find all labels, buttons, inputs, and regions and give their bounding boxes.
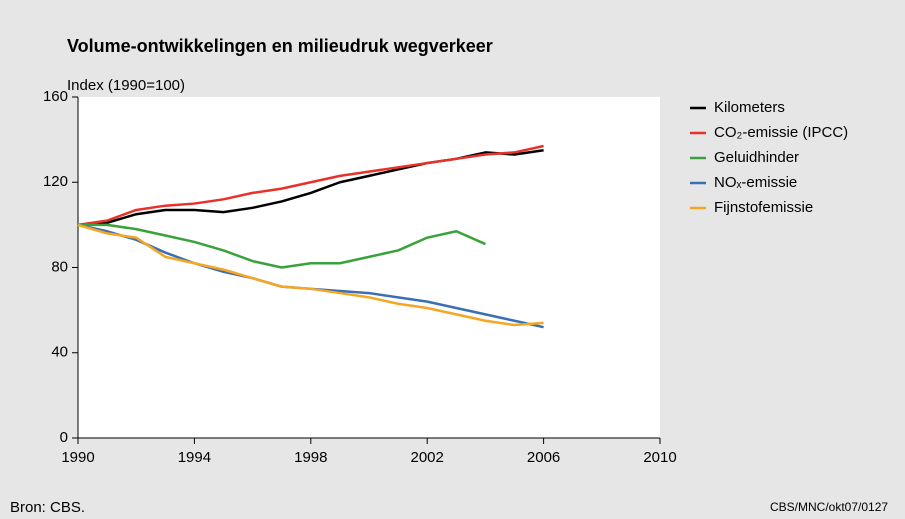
series-line — [78, 223, 486, 269]
x-tick-label: 2006 — [527, 449, 560, 466]
x-tick-label: 2002 — [411, 449, 444, 466]
x-tick-label: 1994 — [178, 449, 211, 466]
series-line — [77, 223, 544, 327]
x-tick-label: 2010 — [643, 449, 676, 466]
y-axis-label: Index (1990=100) — [67, 77, 185, 94]
legend-label: Kilometers — [714, 99, 785, 116]
y-tick-label: 80 — [51, 258, 68, 275]
chart-title: Volume-ontwikkelingen en milieudruk wegv… — [67, 36, 493, 56]
legend-label: NOₓ-emissie — [714, 174, 797, 191]
source: Bron: CBS. — [10, 499, 85, 516]
series-line — [77, 144, 544, 227]
x-tick-label: 1990 — [61, 449, 94, 466]
credit: CBS/MNC/okt07/0127 — [770, 500, 888, 514]
x-tick-label: 1998 — [294, 449, 327, 466]
y-tick-label: 40 — [51, 344, 68, 361]
legend-label: Geluidhinder — [714, 149, 799, 166]
legend-label: CO₂-emissie (IPCC) — [714, 124, 848, 141]
y-tick-label: 120 — [43, 173, 68, 190]
plot-area — [78, 97, 660, 438]
y-tick-label: 160 — [43, 88, 68, 105]
y-tick-label: 0 — [60, 429, 68, 446]
legend-label: Fijnstofemissie — [714, 199, 813, 216]
